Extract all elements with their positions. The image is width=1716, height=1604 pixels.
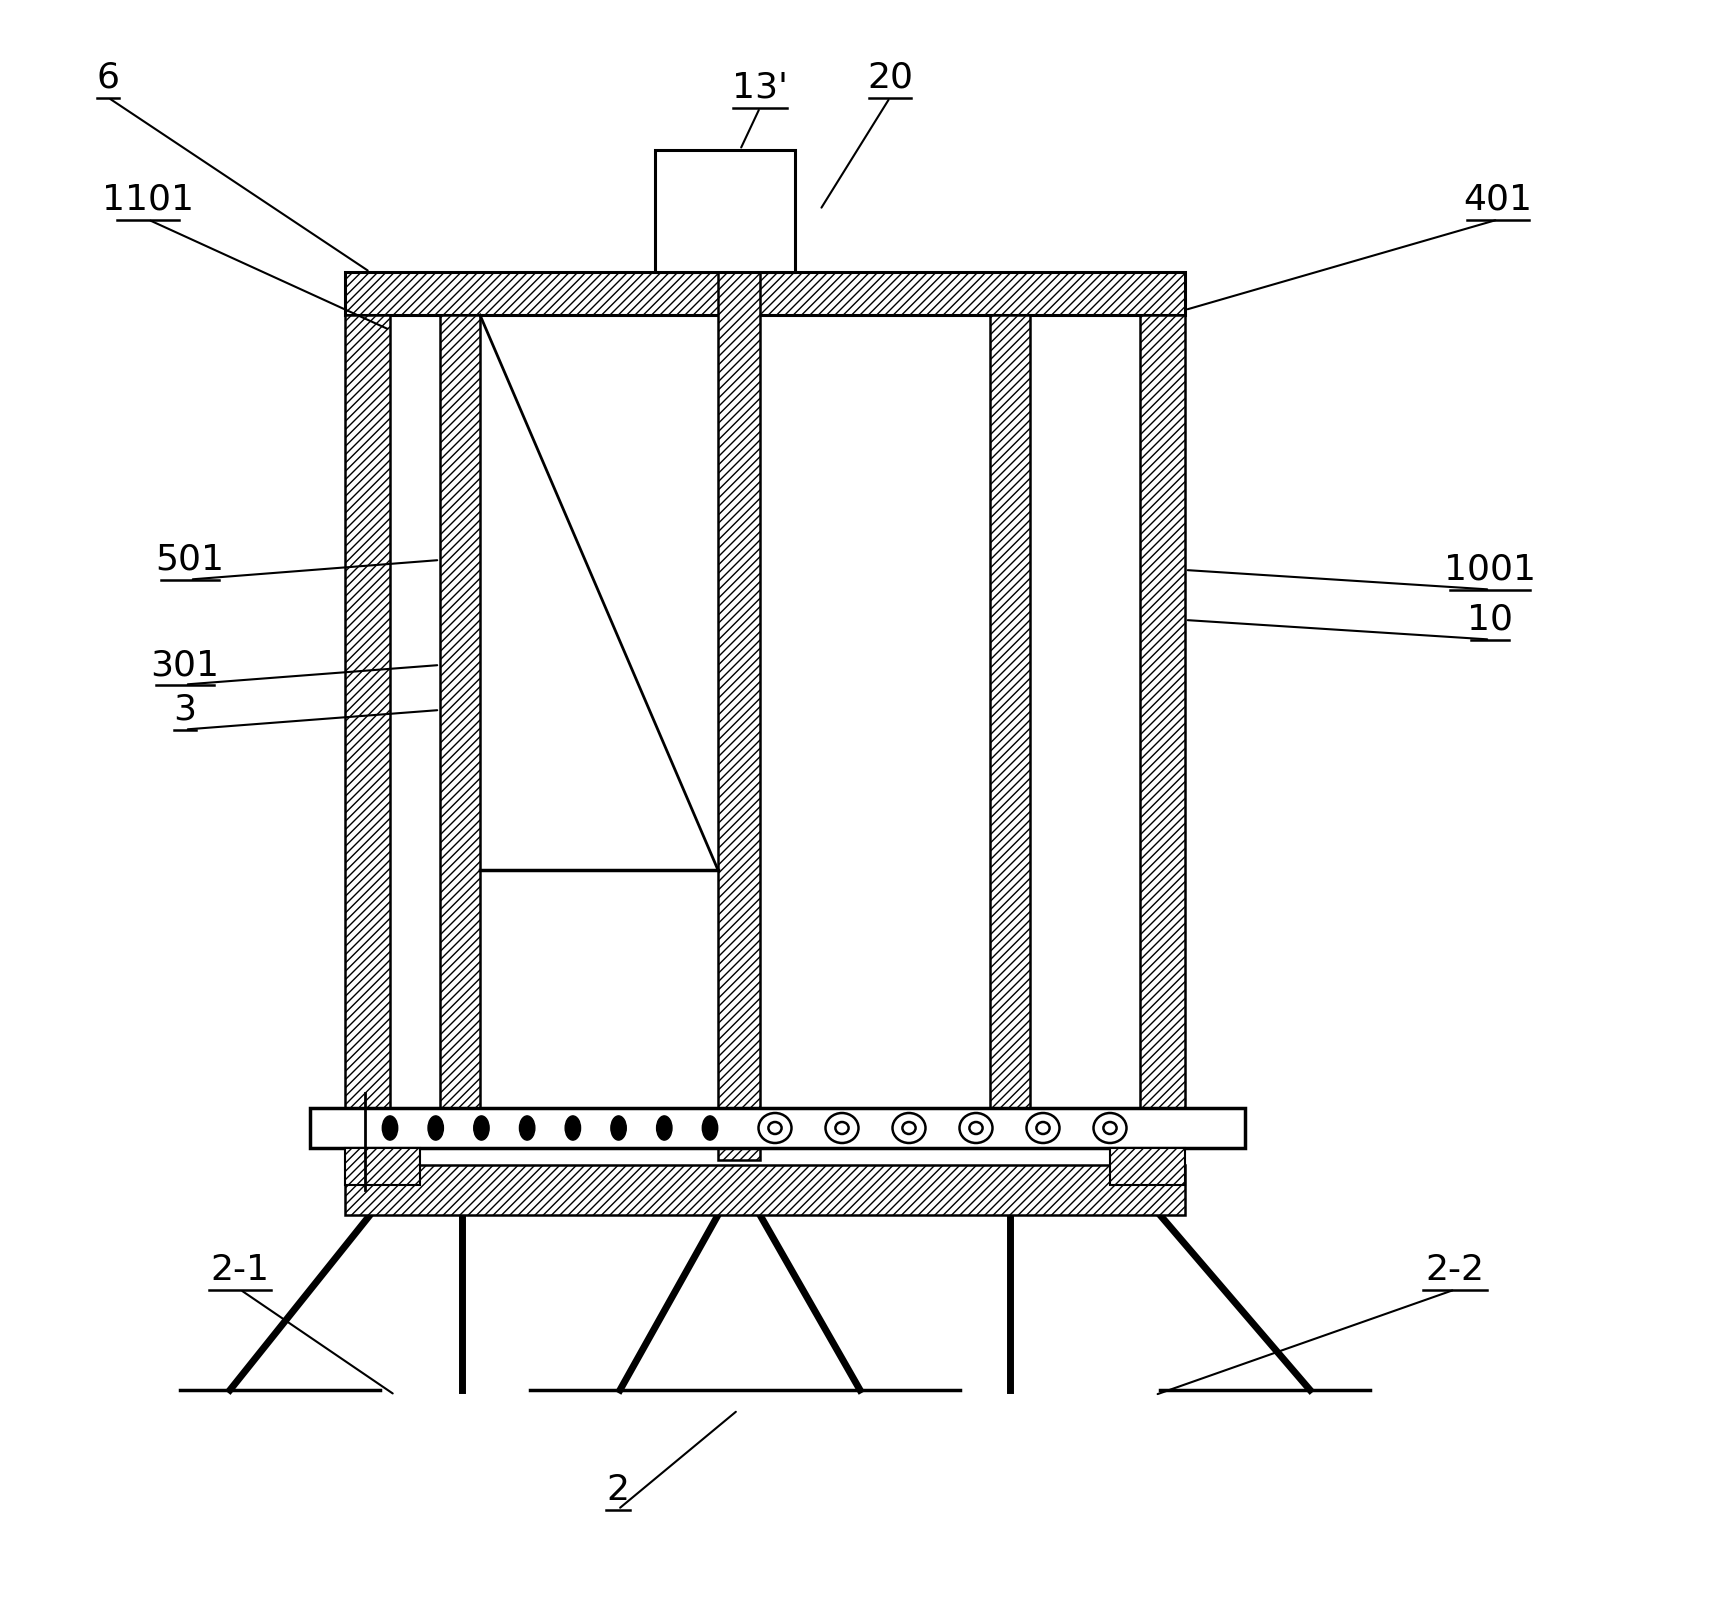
Text: 401: 401 bbox=[1464, 183, 1532, 217]
Text: 2-1: 2-1 bbox=[211, 1253, 269, 1286]
Ellipse shape bbox=[702, 1116, 717, 1140]
Ellipse shape bbox=[383, 1116, 398, 1140]
Ellipse shape bbox=[520, 1116, 535, 1140]
Text: 501: 501 bbox=[156, 544, 225, 577]
Bar bbox=[345, 314, 390, 1108]
Text: 2-2: 2-2 bbox=[1426, 1253, 1484, 1286]
Bar bbox=[345, 1165, 1186, 1214]
Bar bbox=[717, 156, 760, 1160]
Ellipse shape bbox=[474, 1116, 489, 1140]
Bar bbox=[656, 151, 795, 273]
Bar bbox=[1139, 314, 1186, 1108]
Text: 13': 13' bbox=[733, 71, 788, 104]
Ellipse shape bbox=[427, 1116, 443, 1140]
Bar bbox=[345, 1148, 420, 1185]
Ellipse shape bbox=[565, 1116, 580, 1140]
Text: 20: 20 bbox=[867, 61, 913, 95]
Text: 1101: 1101 bbox=[101, 183, 194, 217]
Text: 2: 2 bbox=[606, 1472, 630, 1508]
Ellipse shape bbox=[657, 1116, 673, 1140]
Bar bbox=[345, 273, 1186, 314]
Text: 3: 3 bbox=[173, 693, 197, 727]
Text: 6: 6 bbox=[96, 61, 120, 95]
Text: 301: 301 bbox=[151, 648, 220, 682]
Ellipse shape bbox=[611, 1116, 626, 1140]
Bar bbox=[311, 1108, 1246, 1148]
Bar bbox=[439, 314, 480, 1108]
Text: 10: 10 bbox=[1467, 603, 1514, 637]
Bar bbox=[990, 314, 1030, 1108]
Bar bbox=[1110, 1148, 1186, 1185]
Text: 1001: 1001 bbox=[1443, 553, 1536, 587]
